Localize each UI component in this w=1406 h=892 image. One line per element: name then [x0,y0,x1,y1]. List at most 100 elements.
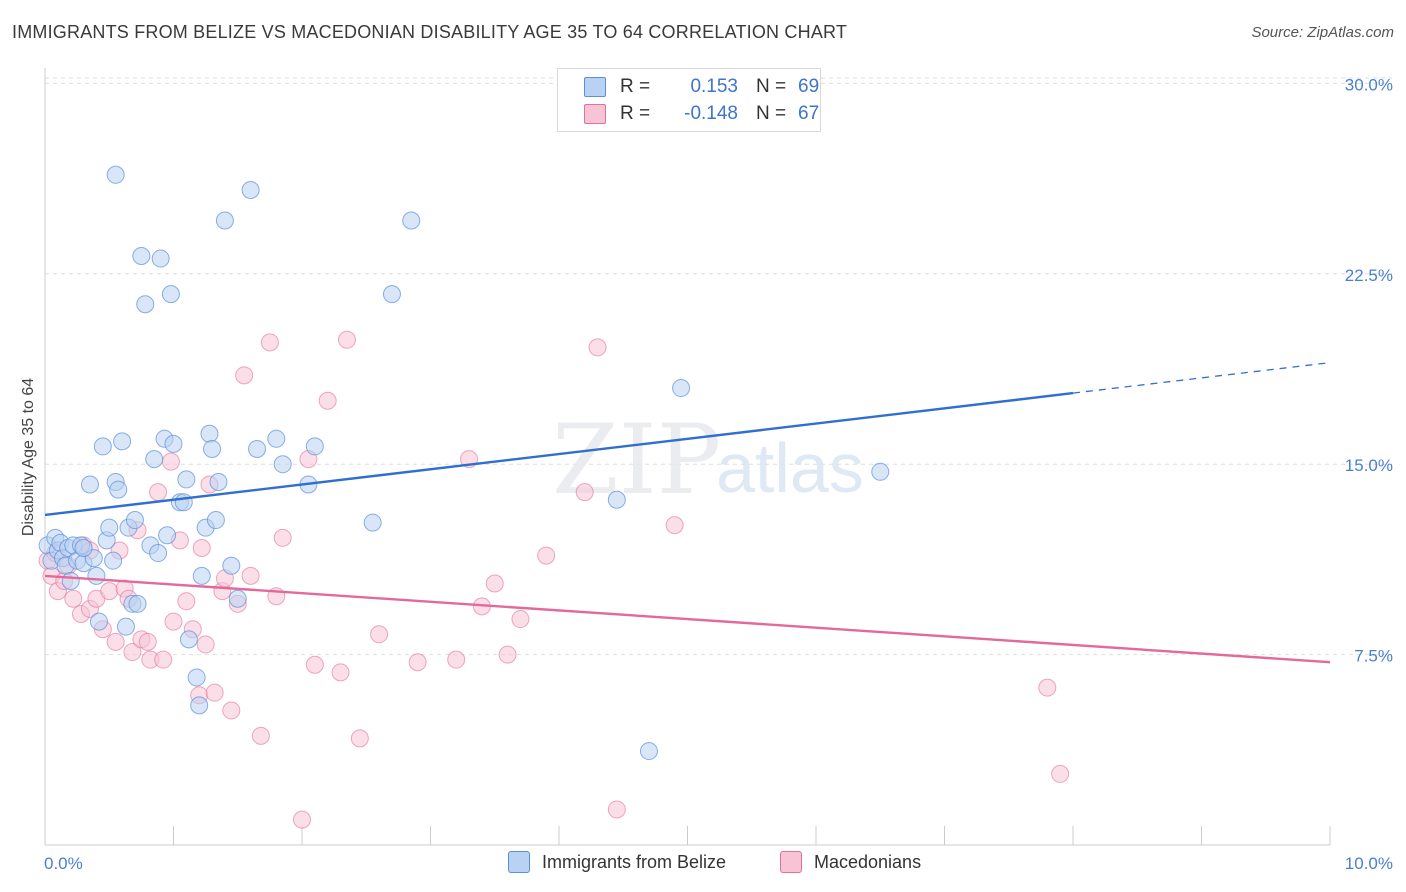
watermark-atlas: atlas [716,429,864,507]
legend-r-value: -0.148 [684,103,738,124]
trend-lines [44,361,1331,664]
belize-point [248,439,267,458]
belize-point [363,513,382,532]
belize-point [87,566,106,585]
belize-point [192,566,211,585]
legend-r-value: 0.153 [690,76,738,97]
belize-point [639,742,658,761]
belize-swatch [508,851,530,873]
macedonians-point [350,729,369,748]
macedonians-point [149,483,168,502]
belize-point [125,511,144,530]
macedonians-point [205,683,224,702]
macedonians-point [511,610,530,629]
watermark-zip: ZIP [552,404,721,516]
legend-r-label: R = [620,76,651,97]
belize-point [145,450,164,469]
belize-point [164,434,183,453]
belize-point [74,538,93,557]
macedonians-point [192,538,211,557]
belize-point [222,556,241,575]
y-tick-label: 15.0% [1345,456,1393,475]
macedonians-point [138,632,157,651]
macedonians-point [588,338,607,357]
macedonians-point [222,701,241,720]
chart-title: IMMIGRANTS FROM BELIZE VS MACEDONIAN DIS… [12,22,848,42]
belize-point [109,480,128,499]
belize-point [132,247,151,266]
macedonians-point [485,574,504,593]
belize-point [128,594,147,613]
belize-trend-line [44,391,1074,517]
belize-point [149,544,168,563]
axes [44,68,1331,846]
belize-point [203,439,222,458]
belize-point [267,429,286,448]
macedonians-point [1038,678,1057,697]
legend-n-label: N = [756,103,787,124]
belize-point [228,589,247,608]
belize-point [80,475,99,494]
belize-point [158,526,177,545]
macedonians-point [575,483,594,502]
macedonians-point [260,333,279,352]
y-tick-label: 30.0% [1345,75,1393,94]
macedonians-point [164,612,183,631]
macedonians-point [537,546,556,565]
macedonians-point [64,589,83,608]
belize-point [177,470,196,489]
macedonians-point [196,635,215,654]
legend-row-belize: R = 0.153 N = 69 [584,76,819,98]
macedonians-point [293,810,311,829]
legend-item-belize: Immigrants from Belize [508,851,726,873]
belize-point [607,490,626,509]
legend-label-macedonians: Macedonians [814,851,922,872]
belize-point [206,511,225,530]
macedonians-point [154,650,173,669]
macedonians-point [235,366,254,385]
belize-point [106,165,125,184]
source-label: Source: ZipAtlas.com [1251,24,1394,41]
y-axis-label: Disability Age 35 to 64 [20,378,37,536]
macedonians-trend-line [44,574,1331,664]
belize-point [871,462,890,481]
belize-point [187,668,206,687]
belize-point [190,696,209,715]
macedonians-point [408,653,427,672]
macedonians-point [498,645,517,664]
macedonians-swatch [584,104,606,124]
legend-n-value: 67 [798,103,820,124]
legend-item-macedonians: Macedonians [780,851,921,873]
macedonians-point [665,516,684,535]
macedonians-point [370,625,389,644]
macedonians-point [161,452,180,471]
belize-point [209,472,228,491]
belize-point [61,571,80,590]
y-tick-label: 22.5% [1345,266,1393,285]
macedonians-point [123,643,142,662]
legend-r-label: R = [620,103,651,124]
belize-point [104,551,123,570]
macedonians-point [241,566,260,585]
belize-point [402,211,421,230]
x-tick-label: 0.0% [44,854,83,873]
belize-point [200,424,219,443]
macedonians-point [305,655,324,674]
belize-point [273,455,292,474]
macedonians-point [1051,764,1070,783]
belize-swatch [584,77,606,97]
belize-point [215,211,234,230]
belize-point [100,518,119,537]
belize-point [174,493,193,512]
macedonians-point [251,726,270,745]
belize-point [382,285,401,304]
series-legend: Immigrants from Belize Macedonians [0,851,1406,877]
belize-point [113,432,132,451]
macedonians-point [447,650,466,669]
belize-point [136,295,155,314]
macedonians-point [273,528,292,547]
belize-points [38,165,890,761]
belize-point [672,379,691,398]
y-tick-label: 7.5% [1354,647,1393,666]
